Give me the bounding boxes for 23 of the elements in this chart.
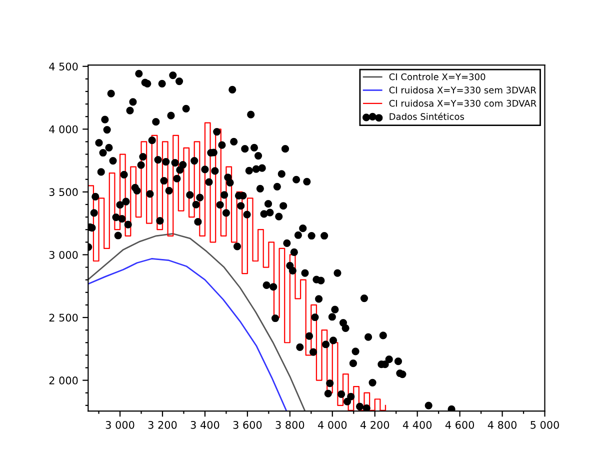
x-tick-label: 4 400	[402, 420, 432, 429]
x-tick-label: 4 600	[445, 420, 474, 429]
x-tick-label: 4 200	[360, 420, 390, 429]
legend-label: CI ruidosa X=Y=330 sem 3DVAR	[389, 86, 536, 94]
y-tick-label: 2 500	[49, 314, 78, 322]
x-tick-label: 4 000	[318, 420, 347, 429]
legend-label: CI ruidosa X=Y=330 com 3DVAR	[389, 100, 536, 107]
y-tick-label: 3 500	[49, 188, 78, 196]
y-tick-label: 4 500	[49, 62, 78, 70]
x-tick-label: 3 800	[276, 420, 304, 429]
legend-label: CI Controle X=Y=300	[389, 73, 486, 80]
legend-label: Dados Sintéticos	[390, 112, 464, 120]
y-tick-label: 3 000	[49, 250, 78, 259]
line-series	[88, 258, 288, 412]
x-tick-label: 3 400	[190, 420, 220, 429]
x-tick-label: 3 200	[148, 420, 177, 429]
x-tick-label: 5 000	[530, 420, 559, 429]
line-series	[88, 233, 306, 412]
x-tick-label: 3 000	[106, 420, 134, 429]
x-tick-label: 3 600	[233, 420, 262, 429]
x-tick-label: 4 800	[488, 420, 517, 429]
y-tick-label: 2 000	[49, 376, 78, 384]
y-tick-label: 4 000	[49, 125, 78, 134]
